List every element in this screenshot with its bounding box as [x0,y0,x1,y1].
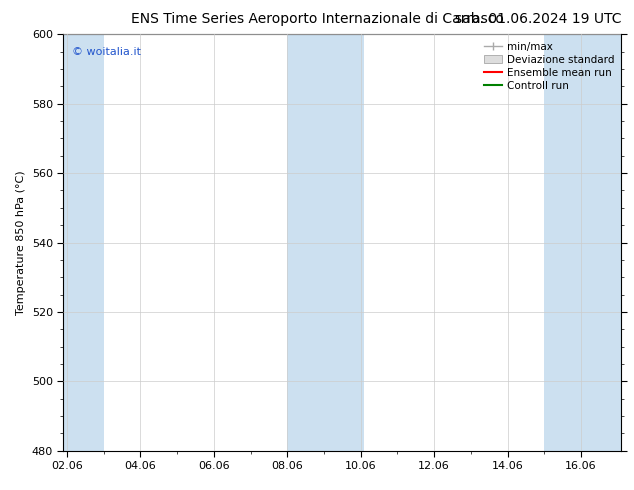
Bar [544,34,621,451]
Text: © woitalia.it: © woitalia.it [72,47,141,57]
Legend: min/max, Deviazione standard, Ensemble mean run, Controll run: min/max, Deviazione standard, Ensemble m… [479,37,618,95]
Bar [63,34,104,451]
Y-axis label: Temperature 850 hPa (°C): Temperature 850 hPa (°C) [16,170,26,315]
Text: ENS Time Series Aeroporto Internazionale di Carrasco: ENS Time Series Aeroporto Internazionale… [131,12,503,26]
Bar [287,34,365,451]
Text: sab. 01.06.2024 19 UTC: sab. 01.06.2024 19 UTC [455,12,621,26]
